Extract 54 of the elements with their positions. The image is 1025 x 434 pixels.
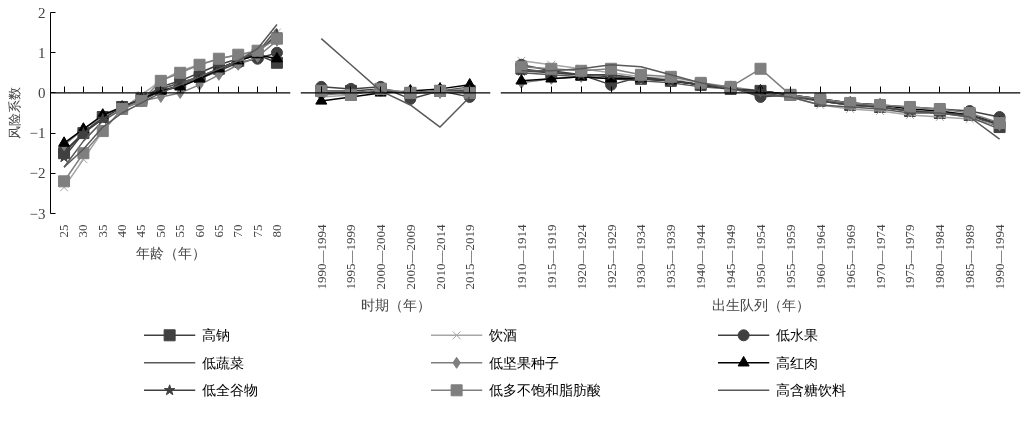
x-tick-label: 1990—1994 <box>313 224 329 290</box>
legend-label: 低多不饱和脂肪酸 <box>489 382 602 399</box>
y-tick-label: 1 <box>38 44 46 61</box>
x-tick-label: 1945—1949 <box>723 224 739 290</box>
x-tick-label: 1910—1914 <box>513 224 529 290</box>
legend-label: 低蔬菜 <box>202 354 245 371</box>
x-tick-label: 75 <box>249 224 265 238</box>
x-tick-label: 1995—1999 <box>343 224 359 290</box>
x-tick-label: 55 <box>172 224 188 238</box>
legend-label: 饮酒 <box>488 327 518 344</box>
x-tick-label: 1920—1924 <box>573 224 589 290</box>
x-tick-label: 50 <box>152 224 168 238</box>
x-tick-label: 1950—1954 <box>753 224 768 290</box>
y-tick-label: −1 <box>29 125 46 142</box>
x-tick-label: 70 <box>230 224 246 238</box>
x-tick-label: 1970—1974 <box>872 224 888 290</box>
y-tick-label: −3 <box>29 205 46 222</box>
x-tick-label: 1975—1979 <box>902 224 918 290</box>
x-tick-label: 45 <box>133 224 149 238</box>
x-axis-title: 出生队列（年） <box>711 296 810 313</box>
x-axis-title: 时期（年） <box>360 296 431 313</box>
x-tick-label: 80 <box>268 224 284 238</box>
x-tick-label: 1935—1939 <box>663 224 679 290</box>
x-tick-label: 1985—1989 <box>962 224 978 290</box>
x-tick-label: 1965—1969 <box>842 224 858 290</box>
x-tick-label: 1915—1919 <box>543 224 559 290</box>
legend-label: 低坚果种子 <box>489 354 560 371</box>
y-tick-label: 0 <box>38 84 46 101</box>
legend-label: 低水果 <box>776 327 819 344</box>
x-tick-label: 1955—1959 <box>782 224 798 290</box>
x-axis-title: 年龄（年） <box>135 244 206 261</box>
y-axis-title: 风险系数 <box>6 87 22 139</box>
x-tick-label: 65 <box>210 224 226 238</box>
x-tick-label: 35 <box>94 224 110 238</box>
y-tick-label: −2 <box>29 165 46 182</box>
legend-label: 低全谷物 <box>202 382 259 399</box>
x-tick-label: 60 <box>191 224 207 238</box>
x-tick-label: 2000—2004 <box>373 224 389 290</box>
x-tick-label: 1960—1964 <box>812 224 828 290</box>
legend-label: 高钠 <box>202 327 231 344</box>
legend-label: 高含糖饮料 <box>776 382 847 399</box>
legend-label: 高红肉 <box>776 354 819 371</box>
x-tick-label: 2015—2019 <box>462 224 478 290</box>
x-tick-label: 40 <box>114 224 130 238</box>
x-tick-label: 1940—1944 <box>693 224 709 290</box>
x-tick-label: 1990—1994 <box>992 224 1008 290</box>
x-tick-label: 25 <box>56 224 72 238</box>
y-tick-label: 2 <box>38 4 46 21</box>
x-tick-label: 1980—1984 <box>932 224 948 290</box>
x-tick-label: 2010—2014 <box>432 224 448 290</box>
x-tick-label: 30 <box>75 224 91 238</box>
x-tick-label: 1925—1929 <box>603 224 619 290</box>
x-tick-label: 1930—1934 <box>633 224 649 290</box>
x-tick-label: 2005—2009 <box>402 224 418 290</box>
